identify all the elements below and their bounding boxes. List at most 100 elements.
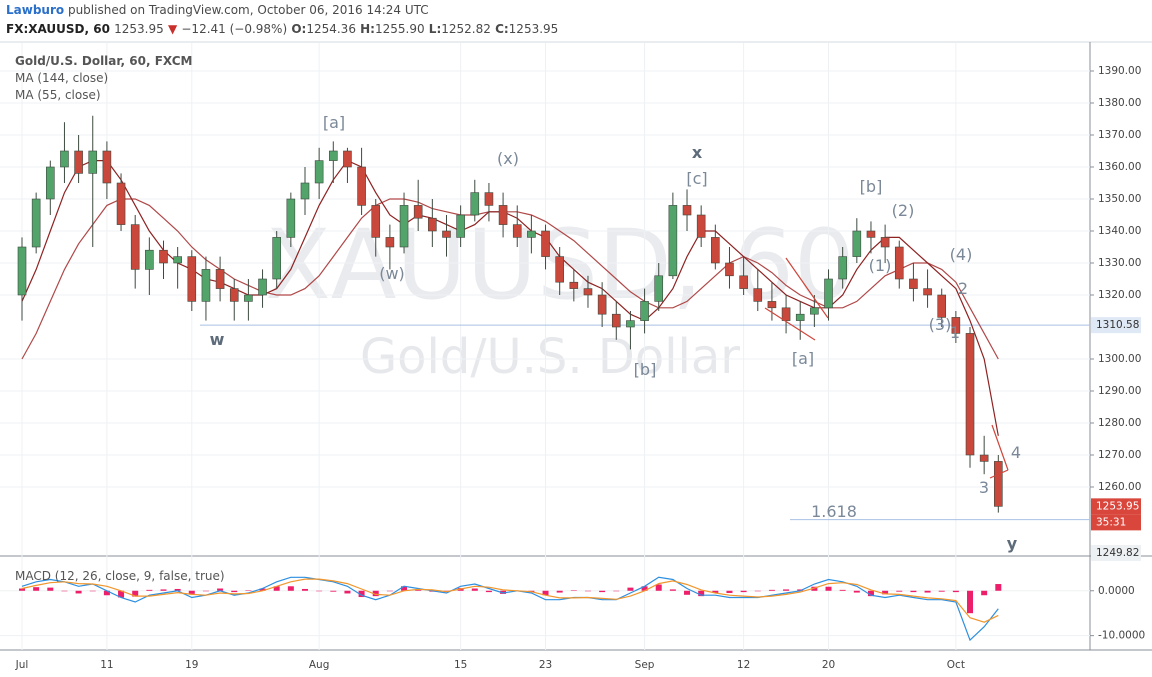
wave-label: 3 <box>979 478 989 497</box>
candle-body <box>555 256 564 283</box>
candle-body <box>74 150 83 174</box>
wave-label: [c] <box>686 169 707 188</box>
candle-body <box>753 288 763 302</box>
wave-label: [a] <box>323 113 345 132</box>
histogram-bar <box>301 588 308 591</box>
x-tick-label: 12 <box>737 659 750 671</box>
candle-body <box>442 230 451 238</box>
candle-body <box>314 160 324 184</box>
candle-body <box>371 205 381 238</box>
trend-lines <box>764 257 1009 479</box>
candle-body <box>286 198 296 238</box>
histogram-bar <box>188 590 195 594</box>
candle-body <box>60 150 69 168</box>
candle-body <box>880 237 890 248</box>
ohlc-value: 1255.90 <box>375 22 425 36</box>
published: published on TradingView.com, October 06… <box>68 3 429 17</box>
histogram-bar <box>797 589 804 591</box>
histogram-bar <box>146 589 153 591</box>
histogram-bar <box>867 590 874 597</box>
histogram-bar <box>981 590 988 596</box>
histogram-bar <box>825 586 832 591</box>
histogram-bar <box>896 590 903 592</box>
candle-body <box>569 281 579 289</box>
histogram-bar <box>684 590 691 595</box>
wave-label: y <box>1007 534 1018 553</box>
histogram-bar <box>938 590 945 592</box>
candle-body <box>965 333 975 456</box>
histogram-bar <box>740 590 747 593</box>
candle-body <box>145 249 154 270</box>
y-tick-label: 1260.00 <box>1098 481 1141 493</box>
moving-average <box>21 198 999 360</box>
candle-body <box>541 230 550 257</box>
legend-entry: MA (55, close) <box>15 88 101 102</box>
y-tick-label: 1320.00 <box>1098 289 1141 301</box>
y-tick-label: 1360.00 <box>1098 161 1141 173</box>
histogram-bar <box>570 590 577 591</box>
symbol: FX:XAUUSD, 60 <box>6 22 110 36</box>
candle-body <box>173 256 182 264</box>
candle-body <box>470 192 480 216</box>
watermark-subtitle: Gold/U.S. Dollar <box>360 329 740 385</box>
candle-body <box>767 301 777 309</box>
candle-body <box>696 214 706 238</box>
y-tick-label: 1280.00 <box>1098 417 1141 429</box>
wave-label: w <box>210 330 225 349</box>
x-tick-label: Sep <box>635 659 655 671</box>
publisher: Lawburo <box>6 3 64 17</box>
wave-label: (x) <box>497 149 519 168</box>
histogram-bar <box>174 588 181 591</box>
histogram-bar <box>287 586 294 591</box>
candle-body <box>781 307 791 321</box>
candle-body <box>824 278 833 309</box>
candle-body <box>116 182 126 225</box>
histogram-bar <box>910 590 917 593</box>
x-tick-label: Aug <box>309 659 330 671</box>
wave-label: (1) <box>869 256 892 275</box>
ohlc-value: 1253.95 <box>509 22 559 36</box>
histogram-bar <box>641 586 648 591</box>
candle-body <box>215 269 225 289</box>
histogram-bar <box>995 584 1002 591</box>
legend-title: Gold/U.S. Dollar, 60, FXCM <box>15 54 193 68</box>
x-tick-label: 11 <box>100 659 113 671</box>
candle-body <box>640 301 649 321</box>
candle-body <box>17 246 27 296</box>
histogram-bar <box>75 590 82 594</box>
wave-label: 4 <box>1011 443 1021 462</box>
histogram-bar <box>655 584 662 591</box>
histogram-bar <box>542 590 549 596</box>
histogram-bar <box>882 590 889 595</box>
histogram-bar <box>839 589 846 591</box>
candle-body <box>951 317 961 334</box>
histogram-bar <box>358 590 365 598</box>
arrow: ▼ <box>168 22 178 36</box>
macd-title: MACD (12, 26, close, 9, false, true) <box>15 569 225 583</box>
histogram-bar <box>401 586 408 591</box>
candle-body <box>159 249 168 264</box>
candle-body <box>527 230 536 238</box>
histogram-bar <box>202 590 209 592</box>
trend-line <box>785 257 829 319</box>
wave-label: (w) <box>379 264 405 283</box>
wave-label: [b] <box>634 360 657 379</box>
candle-body <box>102 150 112 184</box>
candle-body <box>909 278 918 289</box>
ohlc-label: L: <box>429 22 441 36</box>
candle-body <box>357 166 366 206</box>
histogram-bar <box>768 589 775 591</box>
histogram-bar <box>19 588 26 591</box>
level-tag-bg <box>1091 545 1141 561</box>
histogram-bar <box>783 589 790 591</box>
y-tick-label: 1390.00 <box>1098 65 1141 77</box>
candle-body <box>201 269 211 302</box>
macd-line <box>21 578 999 623</box>
histogram-bar <box>61 590 68 592</box>
histogram-bar <box>231 590 238 593</box>
y-tick-label: 1350.00 <box>1098 193 1141 205</box>
histogram-bar <box>316 590 323 592</box>
candle-body <box>711 237 720 264</box>
candle-body <box>300 182 310 200</box>
